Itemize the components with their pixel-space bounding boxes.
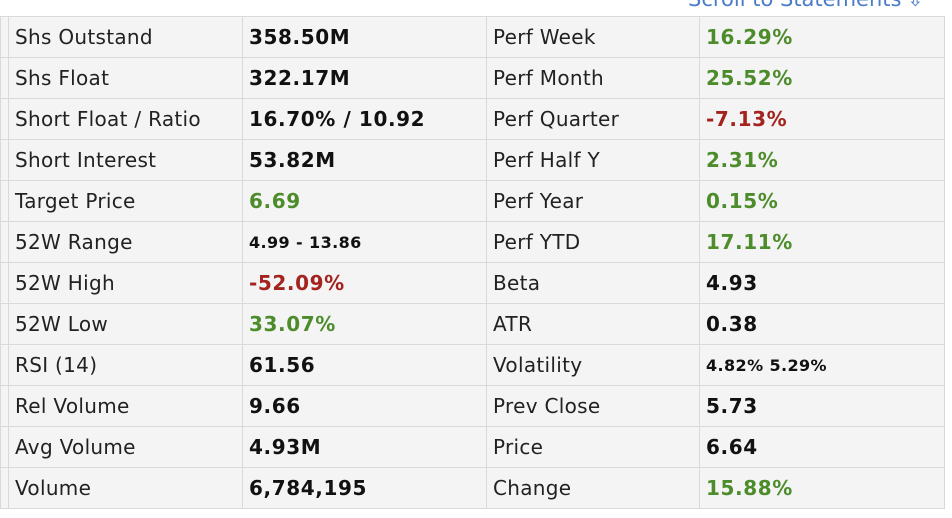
stat-value: 4.99 - 13.86 <box>242 221 487 263</box>
row-edge <box>0 98 9 140</box>
table-row: Short Interest 53.82M Perf Half Y 2.31% <box>0 139 945 181</box>
table-row: Short Float / Ratio 16.70% / 10.92 Perf Qu… <box>0 98 945 140</box>
stat-label: Perf Quarter <box>486 98 700 140</box>
stat-value: 16.29% <box>699 16 945 58</box>
table-row: RSI (14) 61.56 Volatility 4.82% 5.29% <box>0 344 945 386</box>
stat-value: 33.07% <box>242 303 487 345</box>
row-edge <box>0 221 9 263</box>
row-edge <box>0 262 9 304</box>
stat-value: 358.50M <box>242 16 487 58</box>
stat-value: 5.73 <box>699 385 945 427</box>
stat-value: 6.69 <box>242 180 487 222</box>
stat-value: 6.64 <box>699 426 945 468</box>
table-row: 52W High -52.09% Beta 4.93 <box>0 262 945 304</box>
scroll-to-statements-link[interactable]: Scroll to Statements ⇩ <box>688 0 923 11</box>
stat-label: Perf Half Y <box>486 139 700 181</box>
stat-value: 0.15% <box>699 180 945 222</box>
stat-value: 6,784,195 <box>242 467 487 509</box>
stat-label: Beta <box>486 262 700 304</box>
stat-value: 322.17M <box>242 57 487 99</box>
stat-label: Change <box>486 467 700 509</box>
table-row: Shs Outstand 358.50M Perf Week 16.29% <box>0 16 945 58</box>
table-row: Avg Volume 4.93M Price 6.64 <box>0 426 945 468</box>
stat-label: Rel Volume <box>8 385 243 427</box>
stat-label: Shs Outstand <box>8 16 243 58</box>
stat-label: Volume <box>8 467 243 509</box>
stat-label: Perf Month <box>486 57 700 99</box>
stat-value: 0.38 <box>699 303 945 345</box>
table-row: Target Price 6.69 Perf Year 0.15% <box>0 180 945 222</box>
row-edge <box>0 467 9 509</box>
stat-label: Prev Close <box>486 385 700 427</box>
stat-label: Short Interest <box>8 139 243 181</box>
row-edge <box>0 303 9 345</box>
stat-value: -7.13% <box>699 98 945 140</box>
row-edge <box>0 344 9 386</box>
row-edge <box>0 426 9 468</box>
stat-value: 9.66 <box>242 385 487 427</box>
row-edge <box>0 139 9 181</box>
stat-label: Price <box>486 426 700 468</box>
stat-value: 17.11% <box>699 221 945 263</box>
stats-table: Shs Outstand 358.50M Perf Week 16.29% Shs Fl… <box>0 16 945 509</box>
stat-label: Perf YTD <box>486 221 700 263</box>
stat-value: 16.70% / 10.92 <box>242 98 487 140</box>
arrow-down-icon[interactable]: ⇩ <box>907 0 924 11</box>
scroll-link-label[interactable]: Scroll to Statements <box>688 0 901 11</box>
stat-value: 4.82% 5.29% <box>699 344 945 386</box>
stat-value: 2.31% <box>699 139 945 181</box>
stat-value: 15.88% <box>699 467 945 509</box>
stat-value: 4.93M <box>242 426 487 468</box>
row-edge <box>0 385 9 427</box>
stat-label: Perf Week <box>486 16 700 58</box>
stat-label: RSI (14) <box>8 344 243 386</box>
table-row: Shs Float 322.17M Perf Month 25.52% <box>0 57 945 99</box>
table-row: 52W Low 33.07% ATR 0.38 <box>0 303 945 345</box>
row-edge <box>0 180 9 222</box>
row-edge <box>0 16 9 58</box>
stat-value: 25.52% <box>699 57 945 99</box>
stat-label: Perf Year <box>486 180 700 222</box>
stat-label: 52W Range <box>8 221 243 263</box>
stat-value: 53.82M <box>242 139 487 181</box>
table-row: 52W Range 4.99 - 13.86 Perf YTD 17.11% <box>0 221 945 263</box>
stat-value: 4.93 <box>699 262 945 304</box>
stat-label: Shs Float <box>8 57 243 99</box>
stat-label: 52W Low <box>8 303 243 345</box>
table-row: Rel Volume 9.66 Prev Close 5.73 <box>0 385 945 427</box>
stats-table-body: Shs Outstand 358.50M Perf Week 16.29% Shs Fl… <box>0 16 945 509</box>
stat-label: Volatility <box>486 344 700 386</box>
stat-label: 52W High <box>8 262 243 304</box>
stat-label: Target Price <box>8 180 243 222</box>
stat-value: 61.56 <box>242 344 487 386</box>
stat-label: Short Float / Ratio <box>8 98 243 140</box>
row-edge <box>0 57 9 99</box>
stat-label: Avg Volume <box>8 426 243 468</box>
stat-label: ATR <box>486 303 700 345</box>
table-row: Volume 6,784,195 Change 15.88% <box>0 467 945 509</box>
stat-value: -52.09% <box>242 262 487 304</box>
